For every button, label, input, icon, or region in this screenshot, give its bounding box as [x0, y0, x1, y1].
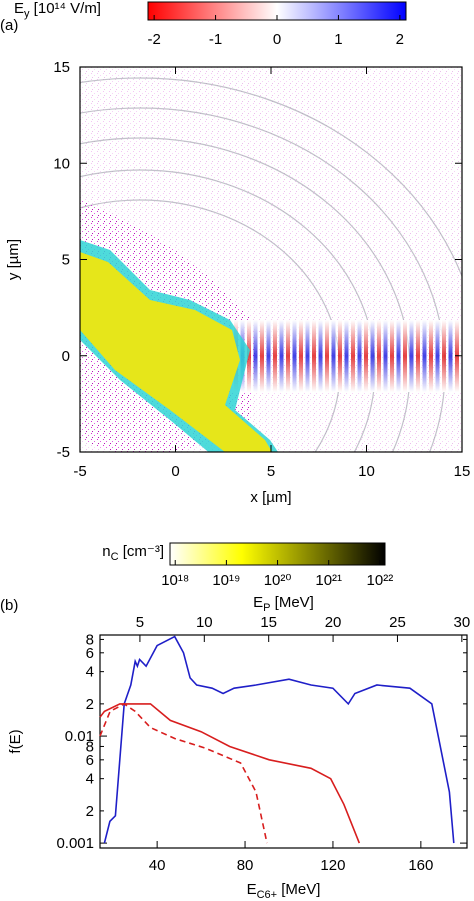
x-axis-label-rest: [MeV] — [277, 881, 320, 898]
y-tick-label: 4 — [86, 664, 94, 681]
x-axis-label-sub: C6+ — [257, 889, 278, 901]
tick-label: -2 — [147, 31, 160, 48]
plot-frame — [99, 634, 468, 849]
y-tick-label: 8 — [86, 738, 94, 755]
panel-label: (a) — [0, 17, 18, 34]
y-tick-label: -5 — [57, 444, 70, 461]
x-tick-label: 160 — [408, 857, 433, 874]
y-tick-label: 4 — [86, 771, 94, 788]
panel-label: (b) — [0, 597, 18, 614]
y-tick-label: 0 — [62, 348, 70, 365]
tick-label: 10²¹ — [315, 572, 342, 589]
tick-label: 10¹⁸ — [161, 572, 189, 589]
y-tick-label: 0.001 — [56, 835, 94, 852]
x-axis-label: x [µm] — [250, 489, 291, 506]
colorbar-label-sub: y — [24, 8, 30, 20]
y-tick-label: 0.01 — [65, 728, 94, 745]
x-tick-label: -5 — [73, 463, 86, 480]
tick-label: 2 — [396, 31, 404, 48]
x2-axis-label-sub: P — [263, 602, 270, 614]
colorbar-label: Ey [10¹⁴ V/m] — [14, 0, 101, 20]
series-line — [99, 702, 268, 844]
tick-label: 1 — [334, 31, 342, 48]
y-tick-label: 15 — [53, 59, 70, 76]
x-axis-label-main: E — [247, 881, 257, 898]
colorbar-label-main: E — [14, 0, 24, 17]
x-tick-label: 10 — [358, 463, 375, 480]
x2-tick-label: 10 — [196, 614, 213, 631]
colorbar-label-rest: [cm⁻³] — [119, 543, 164, 560]
tick-label: 10²⁰ — [264, 572, 292, 589]
y-axis-label: y [µm] — [5, 239, 22, 280]
x2-tick-label: 20 — [325, 614, 342, 631]
colorbar-label: nC [cm⁻³] — [102, 543, 164, 563]
x2-tick-label: 30 — [454, 614, 471, 631]
y-tick-label: 8 — [86, 631, 94, 648]
y-tick-label: 6 — [86, 645, 94, 662]
x2-tick-label: 15 — [260, 614, 277, 631]
x-axis-label: EC6+ [MeV] — [247, 881, 321, 901]
field-map — [80, 67, 462, 452]
x-tick-label: 15 — [454, 463, 471, 480]
x2-tick-label: 25 — [389, 614, 406, 631]
y-axis-label: f(E) — [7, 729, 24, 753]
colorbar-label-sub: C — [111, 551, 119, 563]
y-tick-label: 2 — [86, 696, 94, 713]
tick-label: 10²² — [367, 572, 394, 589]
x-tick-label: 40 — [149, 857, 166, 874]
tick-label: -1 — [209, 31, 222, 48]
y-tick-label: 10 — [53, 155, 70, 172]
x2-axis-label-rest: [MeV] — [271, 594, 314, 611]
tick-label: 10¹⁹ — [212, 572, 240, 589]
x-tick-label: 120 — [320, 857, 345, 874]
x2-axis-label-main: E — [253, 594, 263, 611]
colorbar-label-rest: [10¹⁴ V/m] — [30, 0, 101, 17]
x-tick-label: 80 — [237, 857, 254, 874]
tick-label: 0 — [273, 31, 281, 48]
colorbar-label-main: n — [102, 543, 110, 560]
y-tick-label: 5 — [62, 252, 70, 269]
y-tick-label: 6 — [86, 752, 94, 769]
x2-tick-label: 5 — [136, 614, 144, 631]
series-line — [99, 703, 361, 844]
y-tick-label: 2 — [86, 803, 94, 820]
x-tick-label: 0 — [171, 463, 179, 480]
x-tick-label: 5 — [267, 463, 275, 480]
x2-axis-label: EP [MeV] — [253, 594, 314, 614]
series-line — [103, 635, 455, 844]
